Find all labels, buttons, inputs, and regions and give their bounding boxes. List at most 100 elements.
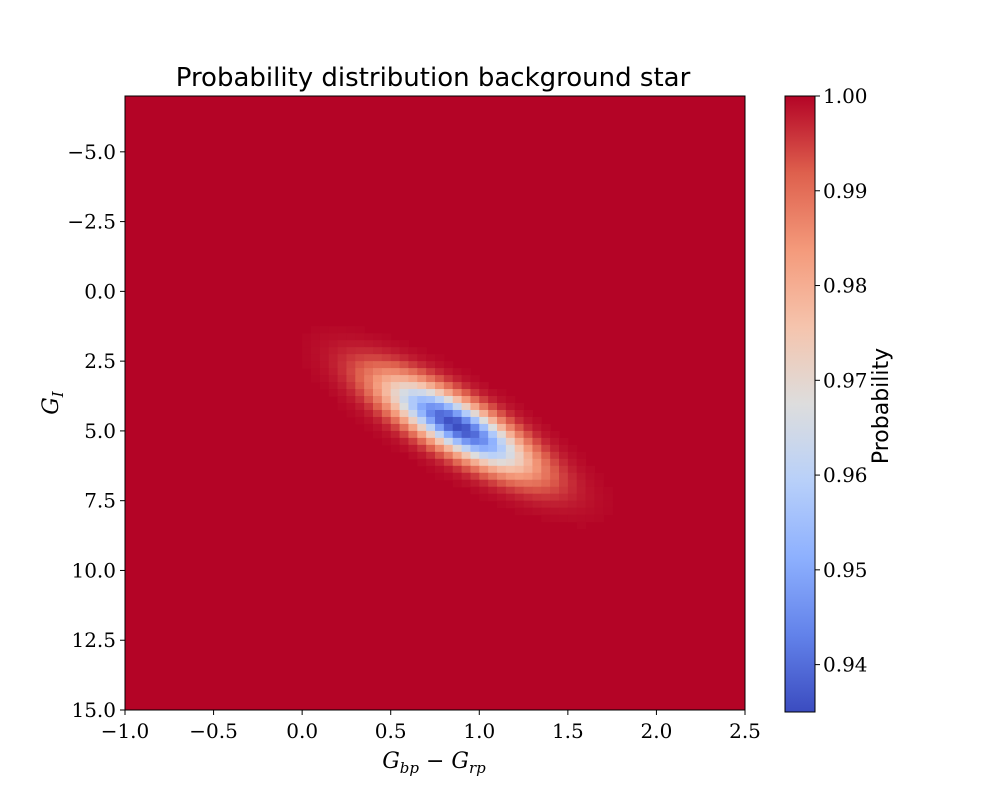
heatmap-cell	[381, 403, 392, 411]
heatmap-cell	[497, 409, 507, 418]
heatmap-cell	[426, 430, 436, 439]
heatmap-cell	[461, 444, 472, 453]
colorbar-label: Probability	[869, 348, 894, 464]
heatmap-cell	[550, 458, 560, 467]
heatmap-cell	[364, 423, 374, 432]
heatmap-cell	[390, 354, 401, 362]
heatmap-cell	[514, 409, 525, 418]
heatmap-cell	[567, 465, 578, 474]
heatmap-cell	[559, 444, 569, 453]
heatmap-cell	[399, 375, 410, 383]
heatmap-cell	[497, 472, 507, 481]
heatmap-cell	[523, 507, 534, 516]
heatmap-cell	[373, 403, 383, 411]
heatmap-cell	[417, 347, 427, 355]
heatmap-cell	[532, 416, 542, 425]
heatmap-cell	[435, 389, 445, 397]
heatmap-cell	[346, 409, 356, 418]
heatmap-cell	[302, 361, 312, 369]
heatmap-cell	[479, 416, 489, 425]
heatmap-cell	[408, 444, 418, 453]
heatmap-cell	[532, 507, 542, 516]
heatmap-cell	[311, 347, 321, 355]
heatmap-cell	[470, 403, 480, 411]
heatmap-cell	[550, 472, 560, 481]
heatmap-cell	[435, 465, 445, 474]
heatmap-cell	[364, 354, 374, 362]
heatmap-cell	[470, 465, 480, 474]
heatmap-cell	[390, 347, 401, 355]
heatmap-cell	[514, 472, 525, 481]
x-tick-label: 0.5	[375, 719, 407, 743]
heatmap-cell	[452, 389, 463, 397]
heatmap-cell	[567, 458, 578, 467]
heatmap-cell	[390, 340, 401, 348]
heatmap-cell	[302, 333, 312, 341]
heatmap-cell	[443, 430, 454, 439]
x-label-op: −	[419, 749, 451, 774]
heatmap-cell	[514, 486, 525, 495]
heatmap-cell	[417, 430, 427, 439]
heatmap-cell	[559, 493, 569, 502]
heatmap-cell	[346, 382, 356, 390]
heatmap-cell	[399, 347, 410, 355]
heatmap-cell	[443, 375, 454, 383]
heatmap-cell	[443, 465, 454, 474]
heatmap-cell	[399, 416, 410, 425]
heatmap-plot	[124, 95, 746, 711]
heatmap-cell	[594, 514, 604, 523]
heatmap-cell	[479, 396, 489, 404]
heatmap-cell	[390, 389, 401, 397]
heatmap-cell	[559, 465, 569, 474]
heatmap-cell	[479, 444, 489, 453]
heatmap-cell	[426, 444, 436, 453]
heatmap-cell	[355, 354, 365, 362]
heatmap-cell	[426, 451, 436, 460]
heatmap-cell	[408, 409, 418, 418]
heatmap-cell	[311, 368, 321, 376]
heatmap-cell	[337, 347, 348, 355]
heatmap-cell	[355, 333, 365, 341]
heatmap-cell	[532, 486, 542, 495]
heatmap-cell	[390, 416, 401, 425]
heatmap-cell	[328, 326, 339, 334]
heatmap-cell	[603, 507, 613, 516]
heatmap-cell	[337, 375, 348, 383]
heatmap-cell	[488, 451, 498, 460]
heatmap-cell	[452, 382, 463, 390]
heatmap-cell	[328, 375, 339, 383]
heatmap-cell	[373, 409, 383, 418]
heatmap-cell	[576, 458, 587, 467]
heatmap-cell	[470, 437, 480, 446]
heatmap-cell	[470, 451, 480, 460]
heatmap-cell	[550, 514, 560, 523]
heatmap-cell	[470, 479, 480, 488]
heatmap-cell	[488, 416, 498, 425]
heatmap-cell	[355, 382, 365, 390]
heatmap-cell	[479, 382, 489, 390]
heatmap-cell	[381, 340, 392, 348]
heatmap-cell	[523, 430, 534, 439]
heatmap-cell	[311, 375, 321, 383]
heatmap-cell	[603, 500, 613, 509]
heatmap-cell	[390, 361, 401, 369]
heatmap-cell	[390, 382, 401, 390]
y-tick-label: −5.0	[67, 140, 116, 164]
heatmap-cell	[337, 326, 348, 334]
heatmap-cell	[532, 500, 542, 509]
heatmap-cell	[594, 479, 604, 488]
heatmap-cell	[461, 423, 472, 432]
heatmap-cell	[505, 430, 516, 439]
heatmap-cell	[452, 437, 463, 446]
heatmap-cell	[364, 361, 374, 369]
heatmap-cell	[488, 409, 498, 418]
heatmap-cell	[399, 361, 410, 369]
heatmap-cell	[355, 403, 365, 411]
heatmap-cell	[461, 479, 472, 488]
heatmap-cell	[532, 465, 542, 474]
x-axis-label: Gbp − Grp	[382, 749, 486, 777]
heatmap-cell	[594, 472, 604, 481]
heatmap-cell	[417, 423, 427, 432]
heatmap-cell	[505, 416, 516, 425]
heatmap-cell	[435, 403, 445, 411]
